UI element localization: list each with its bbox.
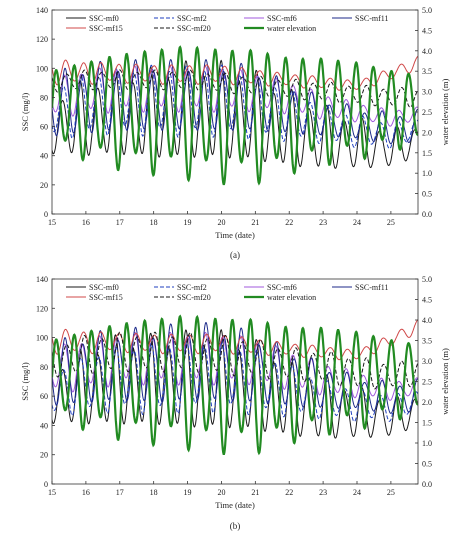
x-tick-label: 16	[82, 488, 90, 497]
x-tick-label: 25	[387, 218, 395, 227]
y-tick-label: 60	[40, 392, 48, 401]
legend-label: SSC-mf0	[89, 14, 119, 23]
legend-label: SSC-mf15	[89, 24, 123, 33]
panel-label: (b)	[230, 521, 241, 531]
y-tick-label: 80	[40, 363, 48, 372]
y-axis-label: SSC (mg/l)	[20, 93, 30, 132]
legend-label: SSC-mf11	[355, 14, 389, 23]
series-line-ssc-mf2	[52, 64, 418, 150]
x-tick-label: 16	[82, 218, 90, 227]
y2-tick-label: 5.0	[422, 275, 432, 284]
y-tick-label: 120	[36, 304, 48, 313]
y-tick-label: 40	[40, 421, 48, 430]
legend-label: SSC-mf20	[177, 24, 211, 33]
series-line-ssc-mf2	[52, 339, 418, 422]
y2-tick-label: 0.5	[422, 460, 432, 469]
y2-tick-label: 3.5	[422, 67, 432, 76]
x-tick-label: 18	[150, 218, 158, 227]
y-tick-label: 0	[44, 480, 48, 489]
legend-label: SSC-mf0	[89, 283, 119, 292]
y2-tick-label: 3.0	[422, 88, 432, 97]
y2-tick-label: 0.5	[422, 190, 432, 199]
y-tick-label: 140	[36, 6, 48, 15]
y2-tick-label: 1.5	[422, 419, 432, 428]
x-tick-label: 20	[217, 218, 225, 227]
y2-tick-label: 2.0	[422, 128, 432, 137]
y2-tick-label: 1.0	[422, 439, 432, 448]
x-tick-label: 19	[184, 218, 192, 227]
legend-label: SSC-mf15	[89, 293, 123, 302]
y2-tick-label: 2.5	[422, 108, 432, 117]
series-line-water-elevation	[52, 314, 418, 456]
x-tick-label: 19	[184, 488, 192, 497]
y2-tick-label: 4.5	[422, 26, 432, 35]
x-tick-label: 20	[217, 488, 225, 497]
x-tick-label: 22	[285, 488, 293, 497]
legend: SSC-mf0 SSC-mf2 SSC-mf6 SSC-mf11 SSC-mf15 SSC…	[66, 283, 389, 302]
legend: SSC-mf0 SSC-mf2 SSC-mf6 SSC-mf11 SSC-mf15 SSC…	[66, 14, 389, 33]
y-tick-label: 120	[36, 35, 48, 44]
y2-tick-label: 2.0	[422, 398, 432, 407]
x-tick-label: 18	[150, 488, 158, 497]
x-tick-label: 17	[116, 488, 124, 497]
x-axis-label: Time (date)	[215, 230, 255, 240]
y2-tick-label: 1.5	[422, 149, 432, 158]
series-line-water-elevation	[52, 45, 418, 186]
y2-tick-label: 0.0	[422, 210, 432, 219]
chart-panel-b: 15 16 17 18 19 20 21 22 23 24 25 0 20 40 60 80 100 120 140…	[20, 275, 450, 531]
x-tick-label: 15	[48, 488, 56, 497]
series-lines	[52, 45, 418, 186]
chart-panel-a: 15 16 17 18 19 20 21 22 23 24 25 0 20 40 60 80 100 120 140…	[20, 6, 450, 260]
x-tick-label: 21	[251, 488, 259, 497]
legend-label: water elevation	[267, 293, 316, 302]
y-tick-label: 100	[36, 334, 48, 343]
legend-label: SSC-mf6	[267, 283, 297, 292]
y-tick-label: 20	[40, 181, 48, 190]
y2-tick-label: 5.0	[422, 6, 432, 15]
y-tick-label: 140	[36, 275, 48, 284]
y2-tick-label: 3.5	[422, 337, 432, 346]
x-tick-label: 22	[285, 218, 293, 227]
x-axis-label: Time (date)	[215, 500, 255, 510]
y-tick-label: 60	[40, 123, 48, 132]
y2-tick-label: 3.0	[422, 357, 432, 366]
legend-label: SSC-mf11	[355, 283, 389, 292]
y2-tick-label: 2.5	[422, 378, 432, 387]
x-tick-label: 23	[319, 218, 327, 227]
plot-frame	[51, 278, 419, 485]
legend-label: SSC-mf2	[177, 14, 207, 23]
x-tick-label: 25	[387, 488, 395, 497]
x-tick-label: 15	[48, 218, 56, 227]
y-tick-label: 0	[44, 210, 48, 219]
y-tick-label: 100	[36, 64, 48, 73]
legend-label: SSC-mf6	[267, 14, 297, 23]
y-tick-label: 40	[40, 152, 48, 161]
legend-label: water elevation	[267, 24, 316, 33]
x-tick-label: 17	[116, 218, 124, 227]
y2-tick-label: 0.0	[422, 480, 432, 489]
y2-axis-label: water elevation (m)	[440, 79, 450, 146]
y-tick-label: 20	[40, 451, 48, 460]
y-axis-label: SSC (mg/l)	[20, 362, 30, 401]
y2-tick-label: 1.0	[422, 169, 432, 178]
x-tick-label: 21	[251, 218, 259, 227]
legend-label: SSC-mf2	[177, 283, 207, 292]
y2-tick-label: 4.5	[422, 296, 432, 305]
series-lines	[52, 314, 418, 456]
x-tick-label: 24	[353, 488, 361, 497]
panel-label: (a)	[230, 250, 240, 260]
y2-tick-label: 4.0	[422, 47, 432, 56]
y2-axis-label: water elevation (m)	[440, 348, 450, 415]
x-tick-label: 24	[353, 218, 361, 227]
y2-tick-label: 4.0	[422, 316, 432, 325]
y-tick-label: 80	[40, 93, 48, 102]
legend-label: SSC-mf20	[177, 293, 211, 302]
x-tick-label: 23	[319, 488, 327, 497]
